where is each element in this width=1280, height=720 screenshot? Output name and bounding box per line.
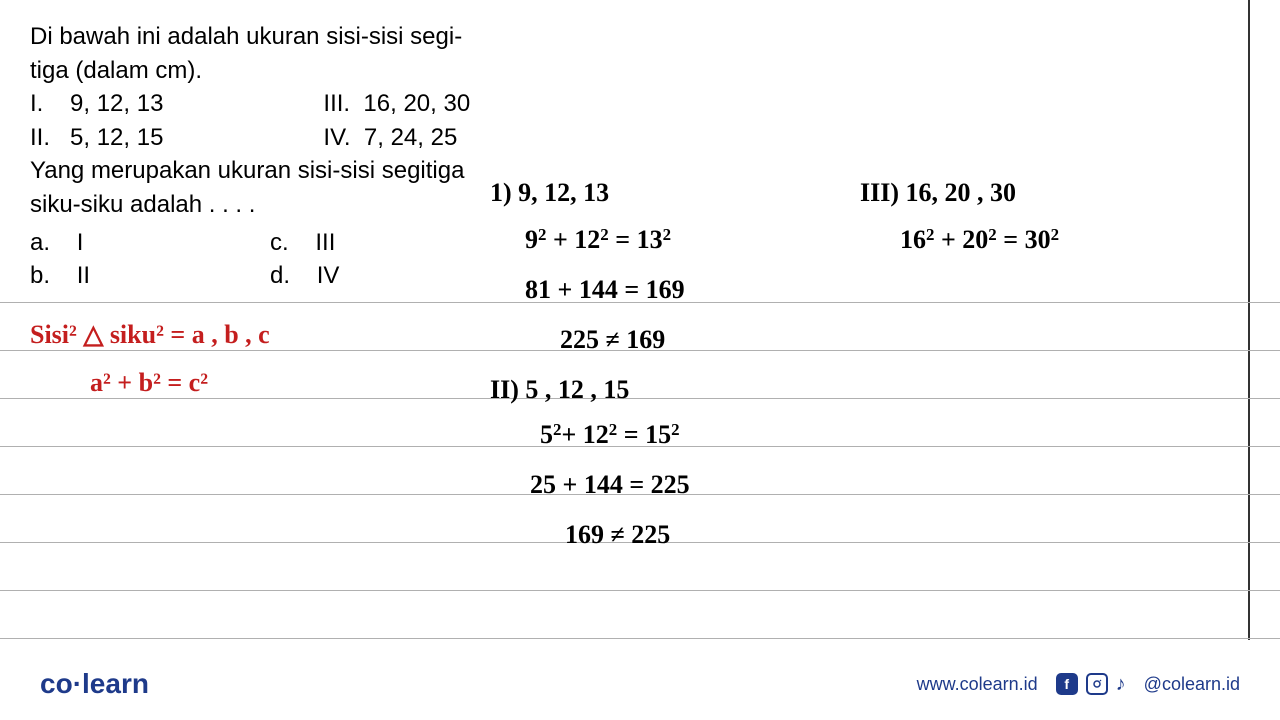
social-icons: f ♪: [1056, 673, 1126, 696]
option-b: b. II: [30, 259, 90, 293]
p2-eq1: 52+ 122 = 152: [540, 420, 680, 450]
facebook-icon: f: [1056, 673, 1078, 695]
question-line4: siku-siku adalah . . . .: [30, 188, 1250, 222]
question-line1: Di bawah ini adalah ukuran sisi-sisi seg…: [30, 20, 1250, 54]
p1-eq1: 92 + 122 = 132: [525, 225, 671, 255]
p2-header: II) 5 , 12 , 15: [490, 375, 629, 405]
content-area: Di bawah ini adalah ukuran sisi-sisi seg…: [0, 0, 1280, 720]
option-c: c. III: [270, 226, 339, 260]
tiktok-icon: ♪: [1116, 673, 1126, 696]
footer: co·learn www.colearn.id f ♪ @colearn.id: [0, 668, 1280, 700]
item-4: IV. 7, 24, 25: [323, 121, 470, 155]
p3-header: III) 16, 20 , 30: [860, 178, 1016, 208]
question-line3: Yang merupakan ukuran sisi-sisi segitiga: [30, 154, 1250, 188]
item-3: III. 16, 20, 30: [323, 87, 470, 121]
formula-title: Sisi² △ siku² = a , b , c: [30, 320, 270, 350]
instagram-icon: [1086, 673, 1108, 695]
p2-eq3: 169 ≠ 225: [565, 520, 670, 550]
formula-pythagoras: a² + b² = c²: [90, 368, 208, 398]
option-a: a. I: [30, 226, 90, 260]
question-line2: tiga (dalam cm).: [30, 54, 1250, 88]
option-d: d. IV: [270, 259, 339, 293]
logo: co·learn: [40, 668, 149, 700]
website-url: www.colearn.id: [917, 674, 1038, 695]
social-handle: @colearn.id: [1144, 674, 1240, 695]
logo-co: co: [40, 668, 73, 699]
p2-eq2: 25 + 144 = 225: [530, 470, 690, 500]
p1-eq3: 225 ≠ 169: [560, 325, 665, 355]
p1-header: 1) 9, 12, 13: [490, 178, 609, 208]
logo-learn: learn: [82, 668, 149, 699]
p3-eq1: 162 + 202 = 302: [900, 225, 1059, 255]
item-2: II. 5, 12, 15: [30, 121, 163, 155]
p1-eq2: 81 + 144 = 169: [525, 275, 685, 305]
footer-right: www.colearn.id f ♪ @colearn.id: [917, 673, 1240, 696]
item-1: I. 9, 12, 13: [30, 87, 163, 121]
